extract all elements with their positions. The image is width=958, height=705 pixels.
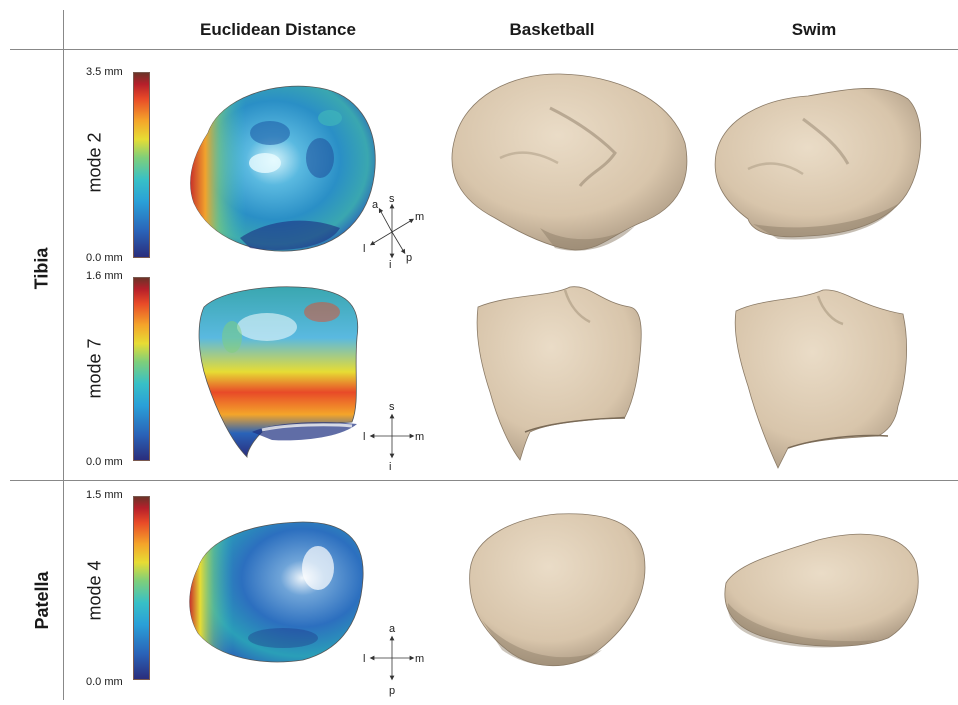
colorbar (133, 72, 150, 258)
axis-label-m: m (415, 653, 424, 665)
colorbar-min-label: 0.0 mm (86, 252, 123, 264)
row-label-tibia: Tibia (31, 247, 52, 290)
bone-basketball-tibia-mode7 (476, 286, 642, 461)
axis-label-a: a (389, 623, 396, 635)
axis-indicator-tibia-mode7: s l m i (363, 401, 424, 473)
colorbar (133, 496, 150, 680)
axis-label-s: s (389, 401, 395, 413)
colorbar-max-label: 1.6 mm (86, 270, 123, 282)
bone-swim-tibia-mode2 (714, 88, 922, 240)
bone-swim-patella-mode4 (724, 533, 919, 648)
row-label-patella: Patella (32, 571, 52, 630)
axis-label-m: m (415, 431, 424, 443)
axis-label-l: l (363, 653, 365, 665)
column-header-basketball: Basketball (509, 20, 595, 39)
mode-label: mode 4 (84, 560, 105, 621)
axis-indicator-patella-mode4: a l m p (363, 623, 424, 697)
axis-indicator-tibia-mode2: s a m l i p (363, 193, 424, 271)
bone-swim-tibia-mode7 (734, 289, 907, 469)
column-header-swim: Swim (791, 20, 837, 39)
axis-label-p: p (406, 252, 412, 264)
heatmap-tibia-mode7 (198, 286, 359, 458)
axis-label-m: m (415, 211, 424, 223)
colorbar-max-label: 1.5 mm (86, 489, 123, 501)
axis-label-l: l (363, 431, 365, 443)
mode-label: mode 2 (84, 132, 105, 193)
colorbar-max-label: 3.5 mm (86, 66, 123, 78)
axis-label-s: s (389, 193, 395, 205)
colorbar (133, 277, 150, 461)
heatmap-patella-mode4 (189, 521, 364, 663)
bone-basketball-tibia-mode2 (451, 73, 688, 251)
bone-basketball-patella-mode4 (469, 513, 646, 667)
axis-label-i: i (389, 259, 391, 271)
heatmap-tibia-mode2 (190, 85, 376, 252)
colorbar-min-label: 0.0 mm (86, 456, 123, 468)
axis-label-p: p (389, 685, 395, 697)
column-header-euclidean-distance: Euclidean Distance (200, 20, 356, 39)
axis-label-a: a (372, 199, 379, 211)
axis-label-l: l (363, 243, 365, 255)
axis-label-i: i (389, 461, 391, 473)
vertical-divider (63, 10, 64, 700)
mode-label: mode 7 (84, 338, 105, 399)
colorbar-min-label: 0.0 mm (86, 676, 123, 688)
header-divider (10, 49, 958, 50)
group-divider (10, 480, 958, 481)
